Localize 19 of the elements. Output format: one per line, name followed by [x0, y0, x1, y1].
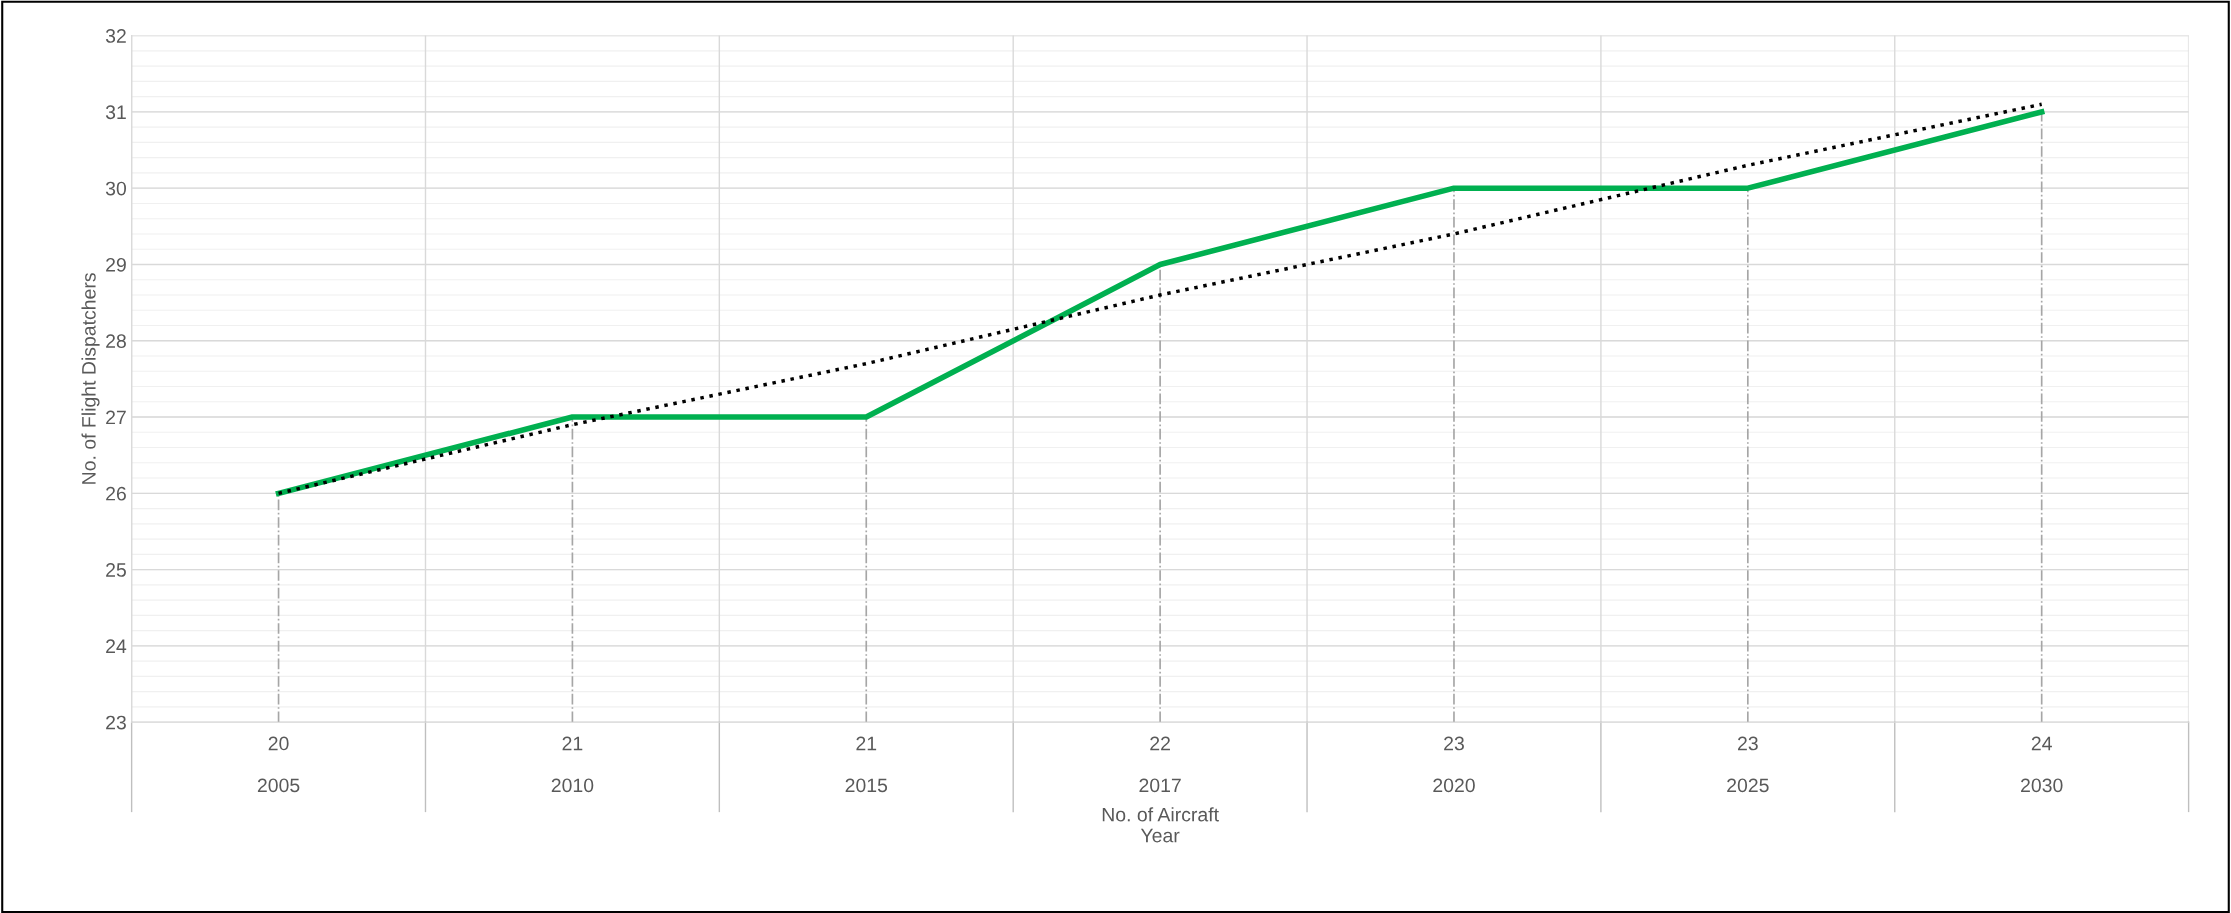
y-tick-label: 31 [105, 105, 126, 120]
y-tick-label: 28 [106, 334, 126, 348]
y-tick-label: 29 [106, 257, 126, 272]
y-tick-label: 30 [105, 181, 127, 196]
y-tick-label: 23 [106, 715, 126, 730]
category-label: 22 2017 [1139, 736, 1181, 793]
y-tick-label: 25 [106, 563, 126, 577]
category-label: 24 2030 [2021, 736, 2063, 793]
x-axis-title: No. of Aircraft Year [1102, 807, 1219, 843]
category-label: 23 2020 [1433, 736, 1475, 793]
y-axis-title: No. of Flight Dispatchers [81, 273, 100, 484]
y-tick-label: 32 [105, 29, 126, 43]
category-label: 20 2005 [257, 736, 300, 793]
y-tick-label: 26 [106, 486, 126, 501]
category-label: 21 2015 [845, 736, 888, 793]
category-label: 21 2010 [551, 736, 594, 793]
category-label: 23 2025 [1727, 736, 1769, 793]
y-tick-label: 27 [106, 410, 126, 425]
y-tick-label: 24 [106, 639, 127, 653]
